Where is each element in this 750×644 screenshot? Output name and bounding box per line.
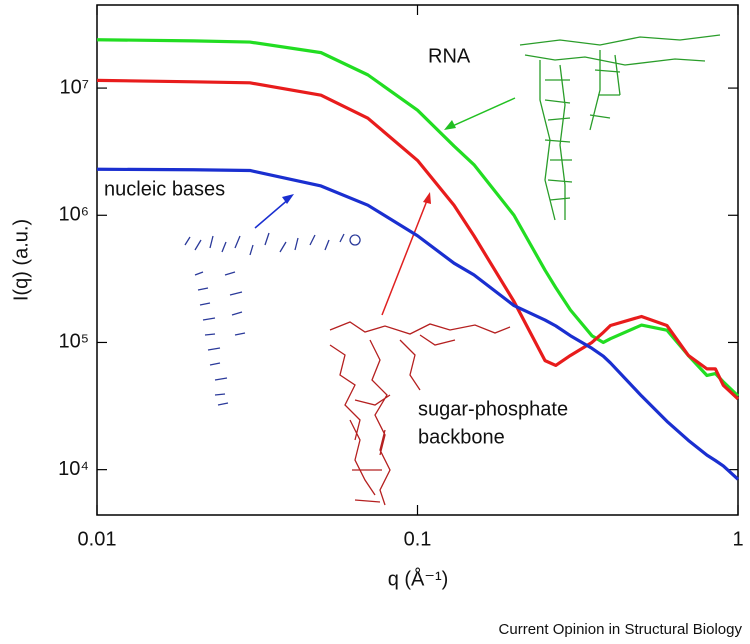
annotation: sugar-phosphate	[418, 398, 568, 420]
y-axis-label: I(q) (a.u.)	[10, 219, 32, 301]
x-tick-label: 1	[732, 528, 743, 550]
annotation: nucleic bases	[104, 178, 225, 200]
x-tick-label: 0.01	[78, 528, 117, 550]
y-tick-label: 10⁵	[58, 331, 89, 353]
rna-arrowhead	[444, 120, 456, 130]
bases-molecule	[184, 232, 361, 406]
rna-sketch	[519, 34, 721, 221]
y-tick-label: 10⁶	[59, 204, 89, 226]
rna-arrow	[447, 97, 516, 129]
source-credit: Current Opinion in Structural Biology	[499, 621, 743, 638]
rna-molecule	[519, 34, 721, 221]
y-tick-label: 10⁷	[60, 76, 89, 98]
backbone-sketch	[329, 321, 511, 506]
annotation: backbone	[418, 426, 505, 448]
y-tick-label: 10⁴	[58, 458, 89, 480]
bases-arrowhead	[282, 194, 294, 204]
annotation: RNA	[428, 45, 471, 67]
data-line	[96, 78, 740, 401]
backbone-molecule	[329, 321, 511, 506]
data-line	[96, 38, 740, 398]
backbone-arrow	[381, 197, 429, 316]
bases-arrow	[254, 197, 291, 229]
x-tick-label: 0.1	[404, 528, 432, 550]
backbone-arrowhead	[423, 192, 431, 204]
x-axis-label: q (Å⁻¹)	[388, 567, 449, 590]
bases-sketch	[184, 232, 361, 406]
data-line	[96, 167, 740, 481]
annotation-arrows	[254, 97, 516, 316]
